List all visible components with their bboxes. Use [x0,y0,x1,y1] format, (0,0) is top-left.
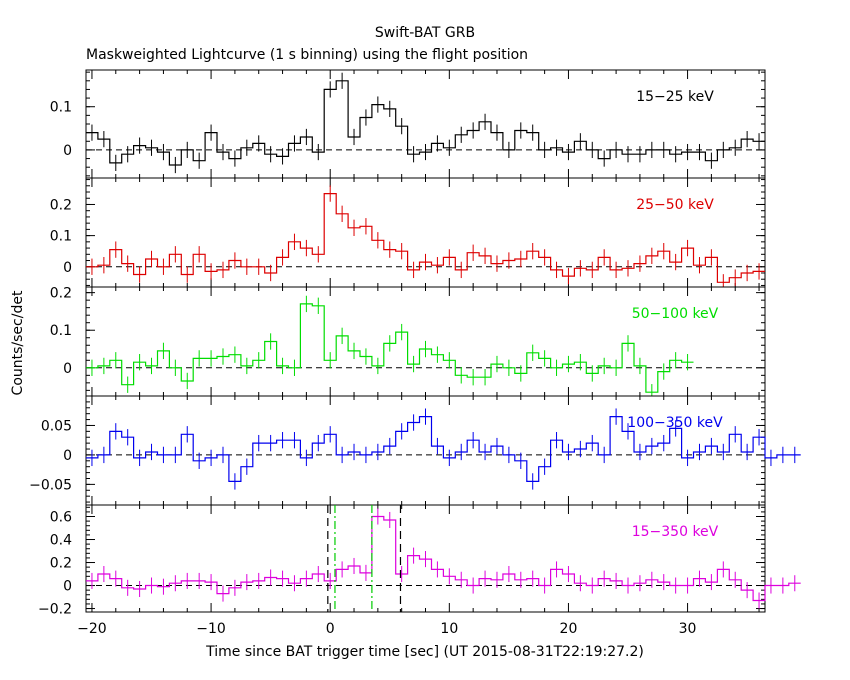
x-tick-label: 30 [679,621,697,637]
panel-frame [85,177,766,288]
panel-3: 0 0.1 0.2 50−100 keV [50,286,766,397]
y-axis-label: Counts/sec/det [10,290,26,395]
y-tick-label: 0.4 [50,533,72,549]
chart-title: Swift-BAT GRB [375,25,475,41]
x-axis-label: Time since BAT trigger time [sec] (UT 20… [205,644,644,660]
panel-4: −0.05 0 0.05 100−350 keV [29,395,801,506]
y-tick-label: 0 [63,579,72,595]
y-tick-label: 0 [63,448,72,464]
y-tick-label: −0.05 [29,477,72,493]
chart-subtitle: Maskweighted Lightcurve (1 s binning) us… [86,47,528,63]
x-tick-label: 20 [560,621,578,637]
y-tick-label: 0.6 [50,510,72,526]
x-tick-label: −20 [77,621,107,637]
panel-1: 0 0.1 15−25 keV [50,69,766,179]
band-label: 25−50 keV [636,197,714,213]
x-tick-label: 10 [440,621,458,637]
series-step-line [86,193,765,283]
panel-frame [85,69,766,179]
y-tick-label: 0.05 [41,418,72,434]
y-tick-label: 0.1 [50,229,72,245]
y-tick-label: 0.2 [50,197,72,213]
y-tick-label: 0.2 [50,556,72,572]
series-step-line [86,80,765,166]
y-tick-label: 0 [63,260,72,276]
panels-group: 0 0.1 15−25 keV 0 0.1 0.2 25−50 keV 0 0.1 0.2 50−1… [29,69,801,637]
y-tick-label: 0.1 [50,100,72,116]
band-label: 15−350 keV [632,524,719,540]
series-step-line [86,515,801,602]
band-label: 15−25 keV [636,89,714,105]
panel-5: −0.2 0 0.2 0.4 0.6 15−350 keV −20 −10 0 10 20 30 [38,504,801,637]
x-tick-label: 0 [326,621,335,637]
y-tick-label: 0.1 [50,323,72,339]
band-label: 50−100 keV [632,306,719,322]
y-tick-label: 0 [63,361,72,377]
y-tick-label: 0.2 [50,286,72,302]
x-tick-label: −10 [196,621,226,637]
y-tick-label: 0 [63,143,72,159]
y-tick-label: −0.2 [38,602,72,618]
panel-2: 0 0.1 0.2 25−50 keV [50,177,766,288]
band-label: 100−350 keV [627,415,723,431]
